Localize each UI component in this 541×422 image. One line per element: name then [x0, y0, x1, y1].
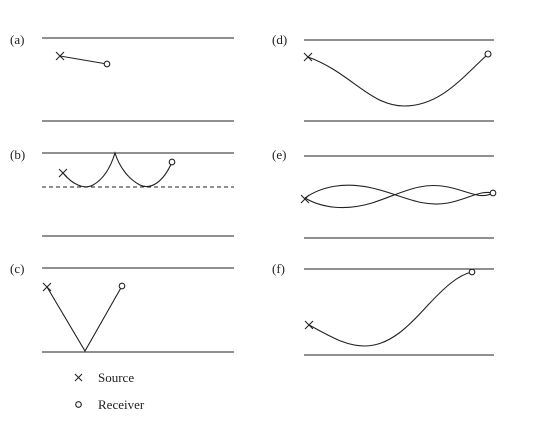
legend: Source Receiver — [74, 370, 145, 412]
source-marker — [55, 51, 65, 61]
bottom-reflected-ray-path — [46, 285, 123, 353]
panel-label-a: (a) — [10, 32, 24, 47]
panel-label-f: (f) — [272, 261, 285, 276]
panel-label-c: (c) — [10, 261, 24, 276]
curved-ray-path — [308, 271, 473, 347]
legend-receiver-label: Receiver — [98, 397, 145, 412]
panel-b: (b) — [10, 147, 234, 237]
receiver-marker — [168, 158, 176, 166]
panel-e: (e) — [272, 147, 497, 239]
refracted-ray-path — [307, 53, 489, 107]
source-marker — [304, 320, 314, 330]
receiver-marker — [118, 282, 126, 290]
ducted-ray-path-2 — [304, 184, 494, 209]
panel-label-e: (e) — [272, 147, 286, 162]
receiver-marker — [468, 268, 476, 276]
panel-label-d: (d) — [272, 32, 287, 47]
panel-c: (c) — [10, 261, 234, 353]
source-marker — [42, 282, 52, 292]
source-marker — [303, 52, 313, 62]
legend-source-label: Source — [98, 370, 134, 385]
source-marker — [300, 194, 310, 204]
panel-a: (a) — [10, 32, 234, 122]
source-marker — [58, 168, 68, 178]
receiver-marker — [103, 60, 111, 68]
surface-reflected-ray-path — [62, 151, 173, 188]
legend-receiver-symbol — [75, 401, 82, 408]
legend-source-symbol — [74, 373, 83, 382]
panel-label-b: (b) — [10, 147, 25, 162]
direct-ray-path — [59, 55, 108, 65]
receiver-marker — [484, 50, 492, 58]
panel-d: (d) — [272, 32, 494, 122]
panel-f: (f) — [272, 261, 494, 356]
receiver-marker — [489, 189, 497, 197]
ducted-ray-path-1 — [304, 184, 494, 205]
